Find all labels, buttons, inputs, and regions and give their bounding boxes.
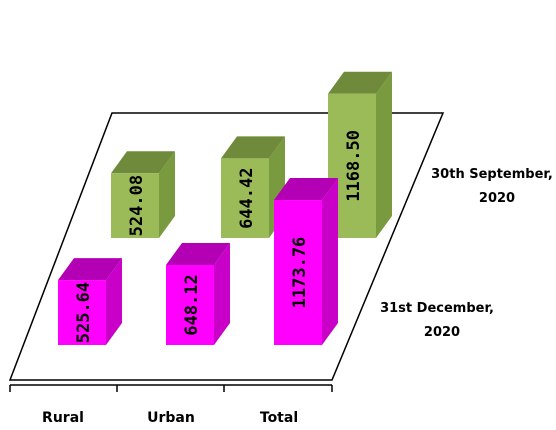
category-label-urban: Urban — [147, 410, 195, 426]
bar-top-face — [166, 242, 230, 265]
bar-front-face — [111, 173, 159, 238]
data-label: 1173.76 — [290, 237, 310, 309]
bar-december-rural: 525.64 — [58, 258, 122, 345]
bar-front-face — [274, 200, 322, 345]
bar-side-face — [106, 258, 122, 345]
data-label: 648.12 — [182, 274, 202, 335]
data-label: 1168.50 — [344, 130, 364, 202]
series-label-september-line2: 2020 — [479, 191, 515, 206]
bar-top-face — [111, 151, 175, 174]
bar-top-face — [221, 136, 285, 159]
bar-front-face — [58, 280, 106, 345]
category-label-rural: Rural — [42, 410, 84, 426]
series-labels: 30th September, 2020 31st December, 2020 — [380, 167, 553, 340]
bar-september-urban: 644.42 — [221, 136, 285, 238]
data-label: 525.64 — [74, 282, 94, 343]
bar-december-urban: 648.12 — [166, 242, 230, 345]
bar-side-face — [159, 151, 175, 238]
bar-september-rural: 524.08 — [111, 151, 175, 238]
series-label-december-line1: 31st December, — [380, 301, 494, 316]
x-axis — [9, 384, 333, 392]
bar-december-total: 1173.76 — [274, 178, 338, 345]
bar-top-face — [274, 178, 338, 201]
bar-front-face — [221, 158, 269, 238]
bar-top-face — [58, 258, 122, 281]
series-label-december-line2: 2020 — [424, 325, 460, 340]
bar-side-face — [214, 242, 230, 345]
bar-top-face — [328, 71, 392, 94]
bar-side-face — [376, 71, 392, 238]
bar-september-total: 1168.50 — [328, 71, 392, 238]
category-label-total: Total — [260, 410, 298, 426]
series-label-september-line1: 30th September, — [431, 167, 553, 182]
bar-side-face — [322, 178, 338, 345]
category-labels: Rural Urban Total — [42, 410, 298, 426]
data-label: 644.42 — [237, 167, 257, 228]
bars: 524.08 644.42 1168.50 525.64 648.12 1173.76 — [58, 71, 392, 345]
bar-front-face — [166, 264, 214, 345]
data-label: 524.08 — [127, 175, 147, 236]
